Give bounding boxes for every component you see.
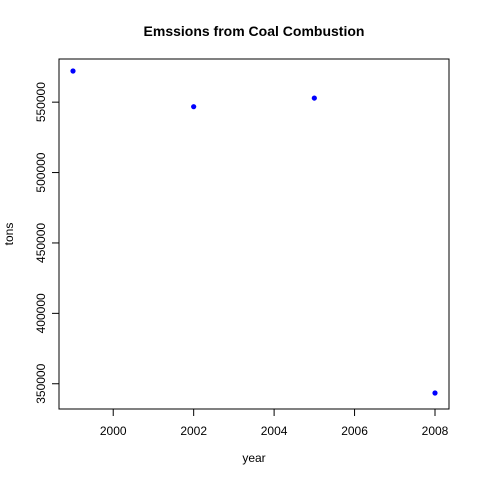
y-tick-label: 350000 — [34, 363, 48, 403]
x-axis: 2000 2002 2004 2006 2008 — [100, 409, 449, 438]
y-axis: 350000 400000 450000 500000 550000 — [34, 82, 59, 404]
y-tick-label: 450000 — [34, 223, 48, 263]
data-point — [191, 104, 197, 110]
data-points — [70, 68, 438, 396]
y-tick-label: 400000 — [34, 293, 48, 333]
x-tick-label: 2008 — [422, 424, 449, 438]
data-point — [70, 68, 76, 74]
x-tick-label: 2006 — [341, 424, 368, 438]
y-tick-label: 550000 — [34, 82, 48, 122]
x-tick-label: 2004 — [261, 424, 288, 438]
data-point — [432, 390, 438, 396]
plot-frame — [58, 58, 450, 410]
data-point — [311, 95, 317, 101]
y-tick-label: 500000 — [34, 152, 48, 192]
x-tick-label: 2000 — [100, 424, 127, 438]
y-axis-label: tons — [2, 223, 16, 246]
chart-title: Emssions from Coal Combustion — [144, 23, 365, 39]
x-tick-label: 2002 — [180, 424, 207, 438]
x-axis-label: year — [242, 451, 265, 465]
